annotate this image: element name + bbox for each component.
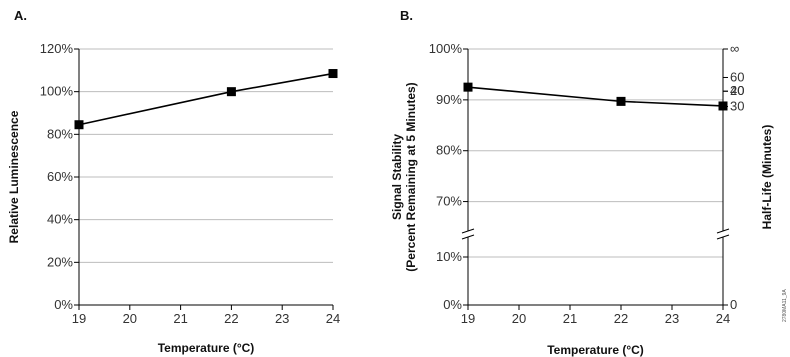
panel-a-data-point — [226, 87, 236, 97]
panel-b-y2-tick-label: ∞ — [730, 41, 739, 56]
panel-b-y2-tick-label: 40 — [730, 83, 744, 98]
panel-a-x-tick-label: 22 — [224, 311, 238, 326]
panel-b-x-axis-label: Temperature (°C) — [547, 343, 644, 357]
panel-b-y2-tick-label: 30 — [730, 98, 744, 113]
panel-b-y2-axis-label: Half-Life (Minutes) — [760, 125, 774, 230]
panel-b-y-axis-label: Signal Stability — [390, 134, 404, 220]
panel-a-x-tick-label: 19 — [72, 311, 86, 326]
panel-b-y2-axis-break-mark — [716, 228, 730, 234]
panel-b-x-tick-label: 21 — [563, 311, 577, 326]
panel-a-x-tick-label: 21 — [173, 311, 187, 326]
panel-a-y-tick-label: 0% — [54, 297, 73, 312]
panel-b-y2-tick-label: 60 — [730, 69, 744, 84]
panel-b-y-tick-label: 100% — [429, 41, 463, 56]
panel-a-x-axis-label: Temperature (°C) — [158, 341, 255, 355]
panel-b-y2-tick-label: 0 — [730, 297, 737, 312]
panel-b-series-line — [467, 86, 724, 107]
panel-a-y-tick-label: 120% — [40, 41, 74, 56]
panel-a-data-point — [74, 120, 84, 130]
panel-b-y-tick-label: 70% — [436, 194, 462, 209]
panel-b-x-tick-label: 23 — [665, 311, 679, 326]
panel-a-x-tick-label: 23 — [275, 311, 289, 326]
panel-b-y-tick-label: 10% — [436, 249, 462, 264]
panel-a-y-tick-label: 40% — [47, 212, 73, 227]
panel-b-data-point — [718, 101, 728, 111]
panel-b-x-tick-label: 22 — [614, 311, 628, 326]
panel-b-y-tick-label: 80% — [436, 143, 462, 158]
panel-a-data-point — [328, 69, 338, 79]
panel-a-y-axis-label: Relative Luminescence — [7, 110, 21, 243]
panel-b-y-axis-break-mark — [461, 234, 475, 240]
figure-code: 2780MA11_9A — [782, 289, 788, 322]
panel-b-x-tick-label: 24 — [716, 311, 730, 326]
panel-a-series-line — [78, 72, 334, 126]
panel-a-y-tick-label: 20% — [47, 254, 73, 269]
panel-b-y2-tick-label: 20 — [730, 83, 744, 98]
panel-b-y-axis-label: (Percent Remaining at 5 Minutes) — [404, 82, 418, 271]
panel-a-y-tick-label: 80% — [47, 126, 73, 141]
panel-b-x-tick-label: 20 — [512, 311, 526, 326]
panel-b-y-tick-label: 90% — [436, 92, 462, 107]
panel-b-y-tick-label: 0% — [443, 297, 462, 312]
panel-a-label: A. — [14, 8, 27, 23]
panel-a-x-tick-label: 24 — [326, 311, 340, 326]
panel-b-data-point — [616, 96, 626, 106]
panel-b-y2-axis-break-mark — [716, 234, 730, 240]
panel-b-x-tick-label: 19 — [461, 311, 475, 326]
panel-a-x-tick-label: 20 — [123, 311, 137, 326]
panel-b-label: B. — [400, 8, 413, 23]
panel-b-data-point — [463, 82, 473, 92]
panel-b-y-axis-break-mark — [461, 228, 475, 234]
panel-a-y-tick-label: 60% — [47, 169, 73, 184]
panel-a-y-tick-label: 100% — [40, 84, 74, 99]
